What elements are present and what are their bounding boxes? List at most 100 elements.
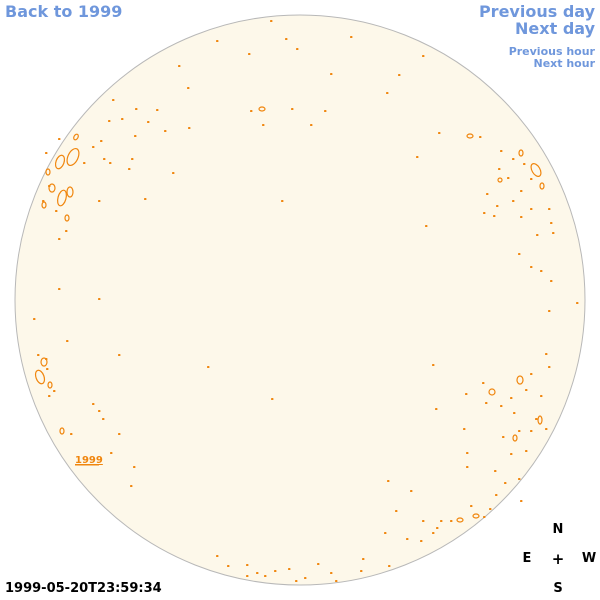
contour-speck bbox=[483, 212, 486, 214]
contour-speck bbox=[500, 150, 503, 152]
contour-speck bbox=[310, 124, 313, 126]
next-hour-link[interactable]: Next hour bbox=[533, 57, 596, 70]
contour-speck bbox=[386, 92, 389, 94]
year-label[interactable]: 1999 bbox=[75, 455, 103, 466]
contour-speck bbox=[109, 162, 112, 164]
contour-speck bbox=[70, 433, 73, 435]
contour-speck bbox=[523, 163, 526, 165]
contour bbox=[41, 201, 47, 209]
contour bbox=[73, 133, 79, 141]
contour-speck bbox=[156, 109, 159, 111]
contour-speck bbox=[227, 565, 230, 567]
contour-speck bbox=[545, 353, 548, 355]
contour-speck bbox=[262, 124, 265, 126]
contour-speck bbox=[53, 390, 56, 392]
contour-speck bbox=[295, 580, 298, 582]
contour bbox=[530, 163, 542, 177]
contour-speck bbox=[520, 216, 523, 218]
contour-speck bbox=[510, 397, 513, 399]
contour-speck bbox=[45, 152, 48, 154]
speck-layer bbox=[33, 20, 579, 582]
contour-speck bbox=[398, 74, 401, 76]
contour-speck bbox=[485, 402, 488, 404]
contour bbox=[48, 183, 56, 193]
contour-speck bbox=[118, 433, 121, 435]
compass-north: N bbox=[552, 522, 564, 537]
contour-speck bbox=[530, 266, 533, 268]
contour-speck bbox=[432, 532, 435, 534]
contour-speck bbox=[388, 565, 391, 567]
compass-south: S bbox=[553, 581, 563, 596]
contour-speck bbox=[55, 210, 58, 212]
contour bbox=[516, 375, 524, 385]
contour bbox=[497, 177, 503, 183]
contour-speck bbox=[362, 558, 365, 560]
contour-speck bbox=[535, 418, 538, 420]
contour-speck bbox=[65, 230, 68, 232]
contour-speck bbox=[387, 480, 390, 482]
contour-speck bbox=[92, 146, 95, 148]
contour-speck bbox=[147, 121, 150, 123]
contour-speck bbox=[83, 162, 86, 164]
contour bbox=[64, 214, 70, 222]
contour-speck bbox=[246, 564, 249, 566]
contour-speck bbox=[131, 158, 134, 160]
compass-west: W bbox=[581, 551, 597, 566]
contour-speck bbox=[98, 298, 101, 300]
contour-speck bbox=[512, 200, 515, 202]
contour-speck bbox=[335, 580, 338, 582]
contour-speck bbox=[432, 364, 435, 366]
contour-speck bbox=[530, 208, 533, 210]
contour-speck bbox=[548, 366, 551, 368]
contour bbox=[472, 513, 480, 519]
contour-speck bbox=[466, 452, 469, 454]
contour-speck bbox=[422, 55, 425, 57]
next-day-link[interactable]: Next day bbox=[515, 19, 595, 38]
contour-speck bbox=[324, 110, 327, 112]
contour-speck bbox=[422, 520, 425, 522]
contour-speck bbox=[440, 520, 443, 522]
contour bbox=[456, 517, 464, 523]
contour-speck bbox=[416, 156, 419, 158]
contour-speck bbox=[187, 87, 190, 89]
contour-speck bbox=[520, 500, 523, 502]
contour-speck bbox=[518, 430, 521, 432]
contour-speck bbox=[58, 288, 61, 290]
contour-speck bbox=[46, 368, 49, 370]
contour bbox=[488, 388, 496, 396]
contour-speck bbox=[540, 270, 543, 272]
contour-speck bbox=[496, 205, 499, 207]
contour-speck bbox=[552, 232, 555, 234]
contour-speck bbox=[37, 354, 40, 356]
contour-speck bbox=[479, 136, 482, 138]
contour-speck bbox=[494, 470, 497, 472]
contour-speck bbox=[500, 405, 503, 407]
contour bbox=[47, 381, 53, 389]
contour-speck bbox=[33, 318, 36, 320]
contour-speck bbox=[103, 158, 106, 160]
contour-speck bbox=[98, 200, 101, 202]
contour-speck bbox=[135, 108, 138, 110]
contour-speck bbox=[42, 200, 45, 202]
contour-speck bbox=[550, 222, 553, 224]
contour-speck bbox=[530, 373, 533, 375]
contour-speck bbox=[291, 108, 294, 110]
contour-speck bbox=[270, 20, 273, 22]
contour bbox=[258, 106, 266, 112]
contour-speck bbox=[530, 430, 533, 432]
contour-speck bbox=[281, 200, 284, 202]
contour-speck bbox=[518, 478, 521, 480]
previous-hour-link[interactable]: Previous hour bbox=[508, 45, 595, 58]
contour-speck bbox=[216, 555, 219, 557]
contour-speck bbox=[498, 168, 501, 170]
previous-day-link[interactable]: Previous day bbox=[478, 2, 595, 21]
contour-speck bbox=[178, 65, 181, 67]
contour-speck bbox=[360, 570, 363, 572]
contour-speck bbox=[540, 395, 543, 397]
contour-speck bbox=[317, 563, 320, 565]
contour bbox=[539, 182, 545, 190]
contour-speck bbox=[66, 340, 69, 342]
back-to-year-link[interactable]: Back to 1999 bbox=[5, 2, 123, 21]
contour-speck bbox=[518, 253, 521, 255]
